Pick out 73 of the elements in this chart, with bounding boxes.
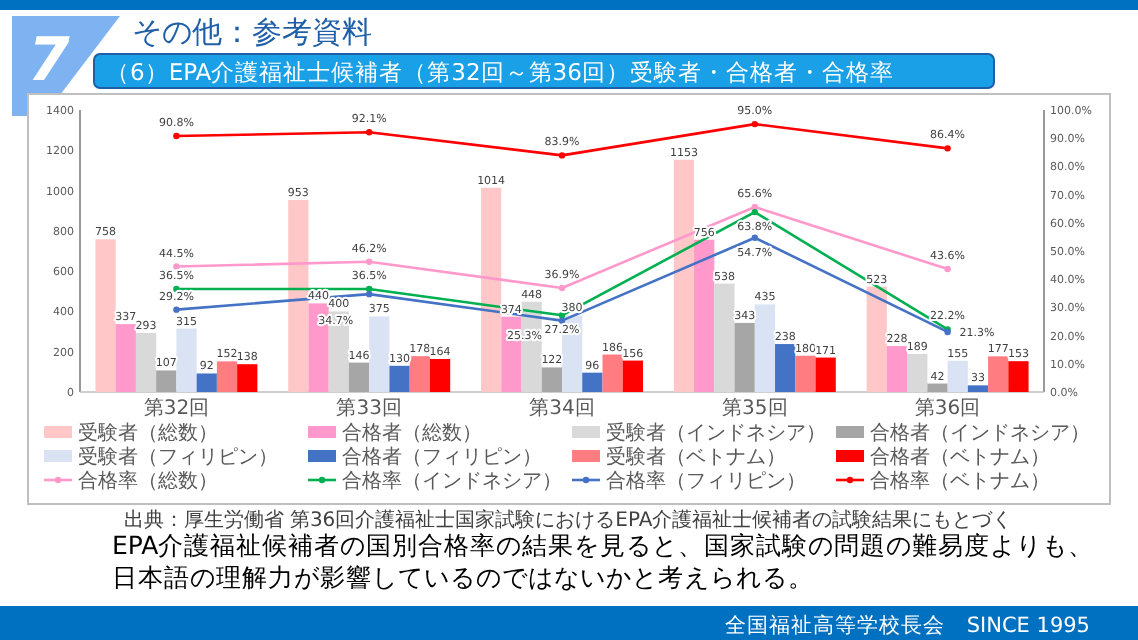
bar (886, 346, 908, 392)
bar (1008, 361, 1029, 392)
bar (815, 357, 836, 392)
bar (135, 332, 157, 392)
bar (947, 360, 968, 392)
x-tick-label: 第33回 (336, 396, 402, 420)
legend-label: 合格率（総数） (78, 469, 218, 493)
source-note: 出典：厚生労働省 第36回介護福祉士国家試験におけるEPA介護福祉士候補者の試験結果にもとづく (123, 508, 1013, 532)
point (366, 290, 373, 298)
legend-label: 受験者（インドネシア） (606, 421, 826, 445)
x-tick-label: 第35回 (722, 396, 788, 420)
x-tick-label: 第36回 (914, 396, 981, 420)
x-tick-label: 第32回 (143, 396, 210, 420)
bar (481, 187, 502, 392)
bar (348, 362, 370, 392)
legend-label: 合格者（インドネシア） (870, 421, 1090, 445)
chart-title: その他：参考資料 (132, 14, 372, 50)
bar (694, 239, 715, 392)
bar (734, 322, 755, 392)
text: EPA介護福祉候補者の国別合格率の結果を見ると、国家試験の問題の難易度よりも、日本語の理解力が影響しているのではないかと考えられる。 (112, 530, 1097, 594)
point (173, 306, 180, 313)
point (558, 284, 566, 292)
legend-label: 合格者（ベトナム） (870, 445, 1050, 469)
legend-label: 合格者（フィリピン） (342, 445, 542, 469)
point (944, 145, 951, 152)
legend-label: 合格率（フィリピン） (606, 469, 806, 493)
point (751, 208, 758, 216)
bar (907, 353, 928, 392)
legend-label: 合格率（インドネシア） (342, 469, 562, 493)
x-tick-label: 第34回 (529, 396, 595, 420)
bar (156, 370, 177, 392)
bar (409, 356, 430, 392)
bar (95, 239, 116, 392)
bar (237, 364, 258, 392)
bar (216, 361, 238, 392)
bar (602, 354, 623, 392)
legend-label: 受験者（ベトナム） (606, 445, 786, 469)
point (173, 263, 180, 270)
bar (369, 316, 390, 392)
point (173, 132, 180, 140)
bar (988, 356, 1009, 392)
bar (967, 385, 989, 392)
legend-label: 受験者（総数） (78, 421, 218, 445)
bar (714, 283, 735, 392)
bar (288, 200, 309, 392)
bar (176, 328, 197, 392)
chart-subtitle: （6）EPA介護福祉士候補者（第32回～第36回）受験者・合格者・合格率 (106, 58, 894, 86)
bar (389, 365, 410, 392)
point (558, 152, 566, 159)
legend-label: 合格率（ベトナム） (870, 469, 1050, 493)
point (558, 317, 566, 324)
point (366, 258, 373, 265)
bar (582, 372, 603, 392)
bar (927, 383, 948, 392)
text: 全国福祉高等学校長会 SINCE 1995 (724, 612, 1090, 638)
bar (196, 373, 217, 392)
bar (866, 286, 887, 392)
legend-label: 合格者（総数） (342, 421, 482, 445)
point (366, 285, 373, 293)
bar (754, 304, 776, 392)
point (944, 265, 951, 273)
text: 7 (28, 26, 70, 96)
bar (622, 360, 643, 392)
bar (795, 355, 816, 392)
point (751, 120, 758, 128)
bar (775, 344, 796, 392)
bar (541, 367, 562, 392)
point (751, 234, 758, 241)
bar (673, 159, 695, 392)
legend-label: 受験者（フィリピン） (78, 445, 278, 469)
bar (115, 324, 136, 392)
bar (429, 358, 451, 392)
point (366, 129, 373, 136)
